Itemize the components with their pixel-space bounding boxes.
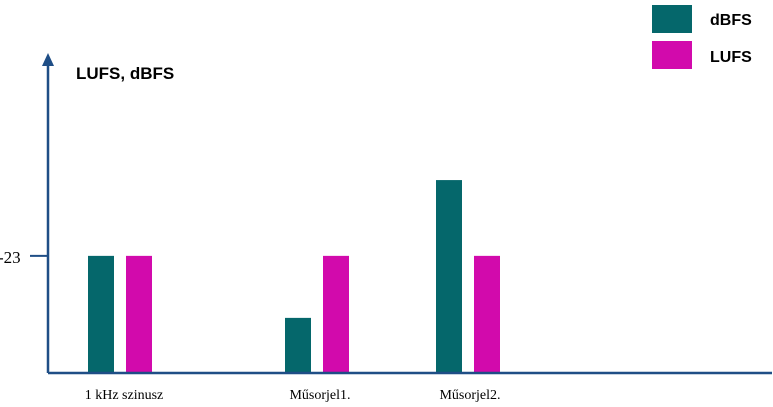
bars (88, 180, 500, 373)
bar-dbfs-2 (285, 317, 311, 373)
legend-label-dbfs: dBFS (710, 12, 752, 29)
x-tick-label: Műsorjel1. (289, 388, 350, 403)
legend: dBFS LUFS (652, 5, 752, 69)
y-tick-label: -23 (0, 248, 21, 267)
x-tick-labels: 1 kHz szinusz Műsorjel1. Műsorjel2. (85, 388, 501, 403)
bar-dbfs-1 (88, 255, 114, 373)
bar-lufs-2 (323, 255, 349, 373)
x-tick-label: Műsorjel2. (439, 388, 500, 403)
bar-lufs-3 (474, 255, 500, 373)
y-ticks: -23 (0, 248, 48, 267)
legend-swatch-lufs (652, 41, 692, 69)
y-axis-label: LUFS, dBFS (76, 64, 174, 83)
x-tick-label: 1 kHz szinusz (85, 388, 164, 403)
legend-label-lufs: LUFS (710, 49, 752, 66)
bar-dbfs-3 (436, 180, 462, 373)
bar-lufs-1 (126, 255, 152, 373)
legend-swatch-dbfs (652, 5, 692, 33)
y-axis-arrow (42, 53, 54, 66)
